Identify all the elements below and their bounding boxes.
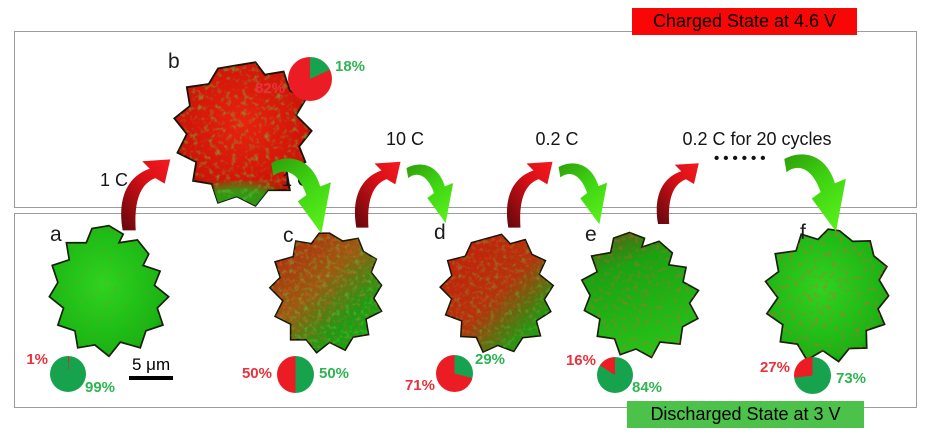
- pie-green-label-e: 84%: [632, 379, 663, 396]
- pie-red-label-d: 71%: [404, 377, 435, 394]
- pie-red-label-e: 16%: [565, 352, 596, 369]
- discharge-arrow-icon: [271, 158, 331, 234]
- pie-chart-a: [50, 356, 86, 392]
- pie-green-label-d: 29%: [475, 351, 506, 368]
- pie-red-label-a: 1%: [26, 351, 48, 368]
- transition-label-02c-20cycles: 0.2 C for 20 cycles: [682, 129, 832, 149]
- charge-arrow-icon: [506, 161, 553, 228]
- pie-chart-b: [288, 57, 332, 101]
- cycle-dots: ••••••: [714, 150, 770, 167]
- pie-red-label-f: 27%: [759, 359, 790, 376]
- pie-red-label-b: 82%: [254, 80, 285, 97]
- pie-chart-c: [277, 356, 314, 393]
- particle-image-b: [173, 61, 313, 207]
- pie-chart-d: [436, 355, 473, 392]
- particle-label-a: a: [50, 223, 62, 246]
- scale-bar-line: [129, 376, 173, 380]
- discharged-state-panel: [14, 213, 917, 408]
- pie-red-label-c: 50%: [241, 365, 272, 382]
- particle-label-e: e: [585, 223, 597, 246]
- charged-state-banner: Charged State at 4.6 V: [632, 8, 857, 35]
- particle-image-f: [754, 220, 898, 371]
- charge-arrow-icon: [121, 159, 171, 231]
- scale-bar: 5 μm: [129, 355, 173, 380]
- charge-arrow-icon: [354, 161, 401, 228]
- transition-label-10c: 10 C: [385, 129, 425, 149]
- particle-label-b: b: [168, 50, 180, 73]
- discharge-arrow-icon: [406, 164, 454, 223]
- particle-label-f: f: [800, 221, 806, 244]
- particle-label-c: c: [283, 224, 294, 247]
- scale-bar-label: 5 μm: [132, 355, 171, 374]
- pie-green-label-a: 99%: [85, 379, 116, 396]
- pie-chart-f: [794, 357, 831, 394]
- pie-green-label-b: 18%: [335, 58, 366, 75]
- discharged-state-banner: Discharged State at 3 V: [627, 401, 864, 428]
- pie-green-label-c: 50%: [319, 365, 350, 382]
- transition-label-1c-charge: 1 C: [99, 170, 128, 190]
- particle-label-d: d: [434, 221, 446, 244]
- transition-label-02c: 0.2 C: [535, 129, 579, 149]
- discharge-arrow-icon: [784, 154, 846, 232]
- charge-arrow-icon: [656, 163, 699, 224]
- discharge-arrow-icon: [558, 163, 608, 225]
- pie-green-label-f: 73%: [836, 370, 867, 387]
- pie-chart-e: [597, 357, 633, 393]
- particle-image-c: [269, 232, 383, 354]
- charged-state-panel: [14, 31, 917, 208]
